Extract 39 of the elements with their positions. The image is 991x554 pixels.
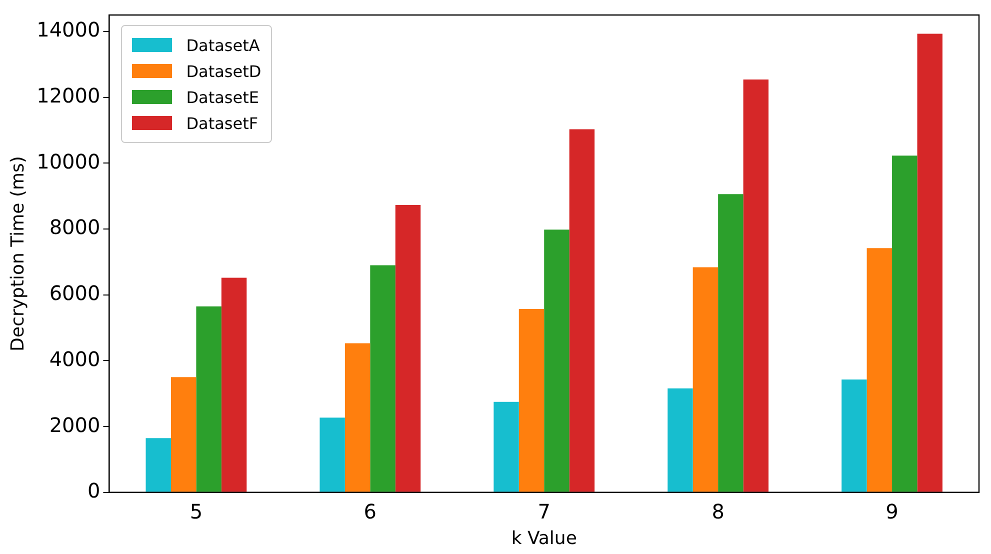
bar (692, 267, 718, 492)
x-tick-label: 6 (364, 500, 377, 524)
bar (917, 34, 942, 492)
legend-label: DatasetE (186, 88, 259, 106)
bar (146, 438, 171, 492)
bar (718, 194, 744, 492)
y-tick-label: 10000 (36, 149, 100, 174)
y-tick-label: 2000 (49, 412, 100, 437)
bar (892, 156, 918, 492)
y-tick-label: 12000 (36, 84, 100, 108)
y-tick-label: 6000 (49, 281, 100, 306)
bar (370, 265, 396, 492)
bar (344, 343, 370, 492)
legend-label: DatasetA (186, 36, 260, 54)
bar (170, 377, 196, 492)
legend-label: DatasetF (186, 114, 258, 132)
y-tick-label: 0 (87, 478, 100, 503)
bar (668, 388, 693, 492)
x-tick-label: 5 (190, 500, 203, 524)
bar (221, 278, 247, 492)
x-axis-title: k Value (511, 528, 577, 549)
bar (494, 402, 519, 492)
bar (518, 309, 544, 492)
bar (569, 129, 595, 492)
bar (395, 204, 421, 492)
bar (842, 379, 867, 492)
x-tick-label: 8 (712, 500, 724, 524)
legend-label: DatasetD (186, 62, 262, 80)
x-tick-label: 7 (538, 500, 550, 524)
y-tick-label: 4000 (49, 346, 100, 371)
x-tick-label: 9 (886, 500, 898, 524)
bar (544, 230, 570, 492)
bar (320, 418, 345, 492)
bar (866, 248, 892, 492)
y-axis-title: Decryption Time (ms) (7, 156, 28, 352)
y-tick-label: 8000 (49, 215, 100, 240)
bar (743, 80, 769, 492)
y-tick-label: 14000 (36, 18, 100, 42)
bar (196, 306, 222, 492)
